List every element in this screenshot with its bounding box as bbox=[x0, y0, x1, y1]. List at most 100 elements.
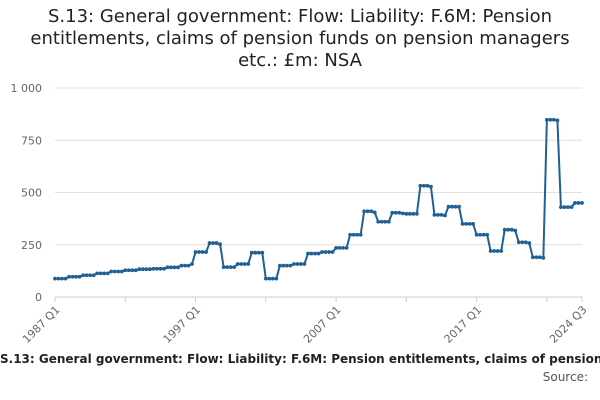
data-point[interactable] bbox=[467, 221, 472, 226]
data-point[interactable] bbox=[439, 212, 444, 217]
data-point[interactable] bbox=[81, 273, 86, 278]
data-point[interactable] bbox=[559, 205, 563, 210]
data-point[interactable] bbox=[214, 241, 219, 245]
data-point[interactable] bbox=[221, 265, 226, 270]
data-point[interactable] bbox=[313, 251, 317, 256]
data-point[interactable] bbox=[270, 276, 275, 281]
data-point[interactable] bbox=[334, 245, 338, 250]
data-point[interactable] bbox=[320, 250, 324, 254]
data-point[interactable] bbox=[193, 250, 198, 254]
data-point[interactable] bbox=[425, 183, 430, 188]
data-point[interactable] bbox=[548, 117, 553, 122]
data-point[interactable] bbox=[443, 213, 447, 218]
data-point[interactable] bbox=[102, 271, 107, 276]
data-point[interactable] bbox=[562, 205, 567, 210]
data-point[interactable] bbox=[551, 117, 556, 122]
data-point[interactable] bbox=[123, 268, 128, 273]
data-point[interactable] bbox=[323, 250, 328, 254]
data-point[interactable] bbox=[450, 204, 454, 209]
data-point[interactable] bbox=[358, 232, 363, 237]
data-point[interactable] bbox=[327, 250, 331, 254]
data-point[interactable] bbox=[499, 249, 504, 253]
data-point[interactable] bbox=[53, 276, 57, 281]
data-point[interactable] bbox=[495, 249, 500, 253]
data-point[interactable] bbox=[429, 184, 433, 189]
data-point[interactable] bbox=[200, 250, 205, 254]
data-point[interactable] bbox=[316, 251, 321, 256]
data-point[interactable] bbox=[330, 250, 335, 254]
data-point[interactable] bbox=[147, 267, 152, 272]
data-point[interactable] bbox=[56, 276, 61, 281]
data-point[interactable] bbox=[530, 255, 535, 260]
data-point[interactable] bbox=[302, 262, 307, 266]
data-point[interactable] bbox=[225, 265, 230, 270]
data-point[interactable] bbox=[288, 263, 293, 268]
data-point[interactable] bbox=[260, 250, 265, 255]
data-point[interactable] bbox=[165, 265, 170, 270]
data-point[interactable] bbox=[158, 266, 163, 271]
data-point[interactable] bbox=[471, 221, 475, 226]
data-point[interactable] bbox=[151, 266, 156, 271]
data-point[interactable] bbox=[464, 221, 468, 226]
data-point[interactable] bbox=[154, 266, 159, 271]
data-point[interactable] bbox=[513, 228, 518, 233]
data-point[interactable] bbox=[239, 262, 244, 266]
data-point[interactable] bbox=[576, 201, 581, 205]
data-point[interactable] bbox=[414, 211, 419, 216]
data-point[interactable] bbox=[351, 232, 356, 237]
data-point[interactable] bbox=[242, 262, 247, 266]
data-point[interactable] bbox=[485, 232, 490, 237]
data-point[interactable] bbox=[299, 262, 303, 266]
data-point[interactable] bbox=[98, 271, 103, 276]
data-point[interactable] bbox=[74, 274, 78, 279]
data-point[interactable] bbox=[70, 274, 75, 279]
data-point[interactable] bbox=[309, 251, 314, 256]
data-point[interactable] bbox=[140, 267, 145, 272]
data-point[interactable] bbox=[306, 251, 310, 256]
data-point[interactable] bbox=[372, 210, 377, 215]
data-point[interactable] bbox=[91, 273, 96, 278]
data-point[interactable] bbox=[60, 276, 64, 281]
data-point[interactable] bbox=[527, 241, 532, 245]
data-point[interactable] bbox=[362, 209, 367, 214]
data-point[interactable] bbox=[67, 274, 71, 279]
data-point[interactable] bbox=[393, 210, 398, 215]
data-point[interactable] bbox=[197, 250, 201, 254]
data-point[interactable] bbox=[130, 268, 135, 273]
data-point[interactable] bbox=[457, 204, 461, 209]
data-point[interactable] bbox=[544, 117, 549, 122]
data-point[interactable] bbox=[344, 245, 349, 250]
data-point[interactable] bbox=[77, 274, 82, 279]
data-point[interactable] bbox=[397, 210, 402, 215]
data-point[interactable] bbox=[228, 265, 233, 270]
data-point[interactable] bbox=[569, 205, 574, 210]
data-point[interactable] bbox=[179, 263, 184, 268]
data-point[interactable] bbox=[541, 256, 546, 260]
data-point[interactable] bbox=[523, 240, 528, 245]
data-point[interactable] bbox=[133, 268, 138, 273]
data-point[interactable] bbox=[253, 250, 258, 255]
data-point[interactable] bbox=[232, 265, 237, 270]
data-point[interactable] bbox=[211, 241, 216, 245]
data-point[interactable] bbox=[284, 263, 289, 268]
data-point[interactable] bbox=[509, 227, 514, 232]
data-point[interactable] bbox=[126, 268, 131, 273]
data-point[interactable] bbox=[411, 211, 416, 216]
data-point[interactable] bbox=[246, 262, 251, 266]
data-point[interactable] bbox=[432, 212, 437, 217]
data-point[interactable] bbox=[460, 221, 465, 226]
data-point[interactable] bbox=[119, 269, 124, 274]
data-point[interactable] bbox=[186, 263, 191, 268]
data-point[interactable] bbox=[520, 240, 525, 245]
data-point[interactable] bbox=[267, 276, 272, 281]
data-point[interactable] bbox=[355, 232, 360, 237]
data-point[interactable] bbox=[162, 266, 166, 271]
data-point[interactable] bbox=[207, 241, 212, 245]
data-point[interactable] bbox=[474, 232, 479, 237]
data-point[interactable] bbox=[555, 118, 560, 123]
data-point[interactable] bbox=[478, 232, 483, 237]
data-point[interactable] bbox=[63, 276, 68, 281]
data-point[interactable] bbox=[169, 265, 173, 270]
data-point[interactable] bbox=[112, 269, 117, 274]
data-point[interactable] bbox=[418, 183, 423, 188]
